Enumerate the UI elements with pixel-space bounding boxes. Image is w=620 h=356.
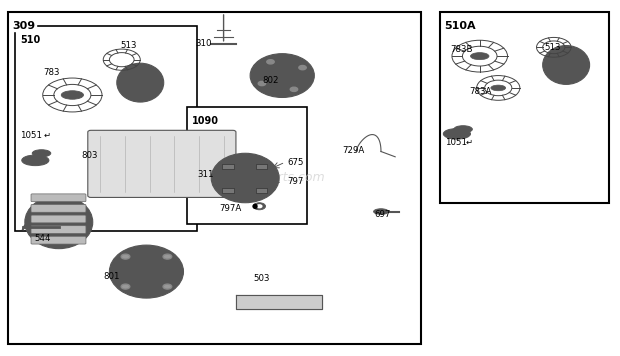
Ellipse shape xyxy=(128,72,153,93)
Circle shape xyxy=(290,87,298,91)
Text: 311: 311 xyxy=(198,170,214,179)
Circle shape xyxy=(257,205,262,208)
Text: ↵: ↵ xyxy=(466,138,472,147)
Text: 797: 797 xyxy=(287,177,304,186)
Text: eReplacementParts.com: eReplacementParts.com xyxy=(172,172,325,184)
FancyBboxPatch shape xyxy=(31,236,86,244)
Polygon shape xyxy=(236,294,322,309)
Ellipse shape xyxy=(374,209,388,214)
Circle shape xyxy=(258,82,265,86)
Text: 510: 510 xyxy=(20,35,40,45)
Bar xyxy=(15,26,197,231)
Text: 675: 675 xyxy=(287,158,304,167)
Text: 1051: 1051 xyxy=(445,138,467,147)
Ellipse shape xyxy=(109,245,184,298)
Circle shape xyxy=(121,254,130,259)
FancyBboxPatch shape xyxy=(31,226,86,234)
Ellipse shape xyxy=(227,164,264,192)
Ellipse shape xyxy=(250,54,314,98)
Circle shape xyxy=(121,284,130,289)
Ellipse shape xyxy=(443,129,471,139)
Ellipse shape xyxy=(32,150,51,157)
Circle shape xyxy=(163,284,172,289)
Text: 1051: 1051 xyxy=(20,131,42,140)
FancyBboxPatch shape xyxy=(31,194,86,201)
Ellipse shape xyxy=(117,63,164,102)
Text: ↵: ↵ xyxy=(43,131,50,140)
Text: 544: 544 xyxy=(34,234,51,242)
Bar xyxy=(7,12,421,344)
Ellipse shape xyxy=(491,85,506,91)
Bar xyxy=(187,108,307,224)
Ellipse shape xyxy=(542,46,590,84)
Text: 801: 801 xyxy=(104,272,120,281)
Text: ●: ● xyxy=(251,203,257,209)
Ellipse shape xyxy=(61,91,84,99)
Ellipse shape xyxy=(454,126,472,133)
Text: 513: 513 xyxy=(120,41,137,50)
Text: 1090: 1090 xyxy=(192,116,218,126)
Ellipse shape xyxy=(253,203,265,210)
Text: 783B: 783B xyxy=(451,44,473,53)
Ellipse shape xyxy=(22,155,49,166)
Ellipse shape xyxy=(25,196,93,248)
Text: 729A: 729A xyxy=(342,146,365,155)
Text: 697: 697 xyxy=(375,210,391,219)
Bar xyxy=(223,164,234,169)
Ellipse shape xyxy=(554,54,578,75)
Text: 503: 503 xyxy=(253,274,270,283)
Bar xyxy=(255,188,267,193)
Bar xyxy=(223,188,234,193)
Text: 783A: 783A xyxy=(469,87,492,96)
Ellipse shape xyxy=(267,65,298,86)
FancyBboxPatch shape xyxy=(88,130,236,198)
Ellipse shape xyxy=(131,261,162,282)
FancyBboxPatch shape xyxy=(31,204,86,212)
Ellipse shape xyxy=(471,53,489,60)
Text: 802: 802 xyxy=(262,77,279,85)
Text: 309: 309 xyxy=(12,21,35,31)
Bar xyxy=(440,12,609,203)
Circle shape xyxy=(163,254,172,259)
Circle shape xyxy=(267,60,274,64)
Text: 510A: 510A xyxy=(445,21,476,31)
Text: 797A: 797A xyxy=(219,204,242,213)
Bar xyxy=(255,164,267,169)
Text: 310: 310 xyxy=(196,39,212,48)
FancyBboxPatch shape xyxy=(31,215,86,223)
Text: 803: 803 xyxy=(82,151,98,159)
Ellipse shape xyxy=(211,153,279,203)
Text: 513: 513 xyxy=(544,43,561,52)
Circle shape xyxy=(299,66,306,70)
Text: 783: 783 xyxy=(43,68,60,77)
